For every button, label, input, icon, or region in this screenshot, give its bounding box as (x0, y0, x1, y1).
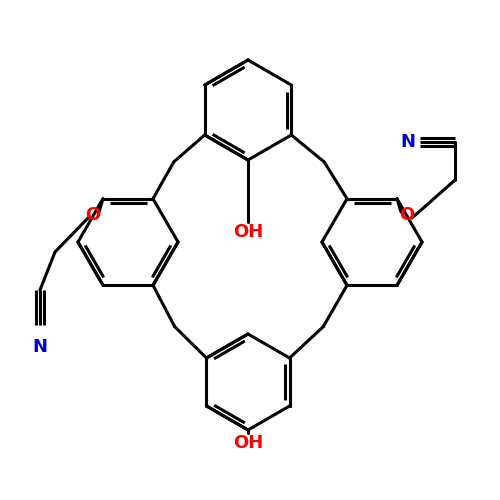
Text: O: O (86, 206, 100, 224)
Text: N: N (32, 338, 48, 356)
Text: OH: OH (233, 434, 263, 452)
Text: OH: OH (233, 223, 263, 241)
Text: N: N (400, 133, 415, 151)
Text: O: O (400, 206, 414, 224)
